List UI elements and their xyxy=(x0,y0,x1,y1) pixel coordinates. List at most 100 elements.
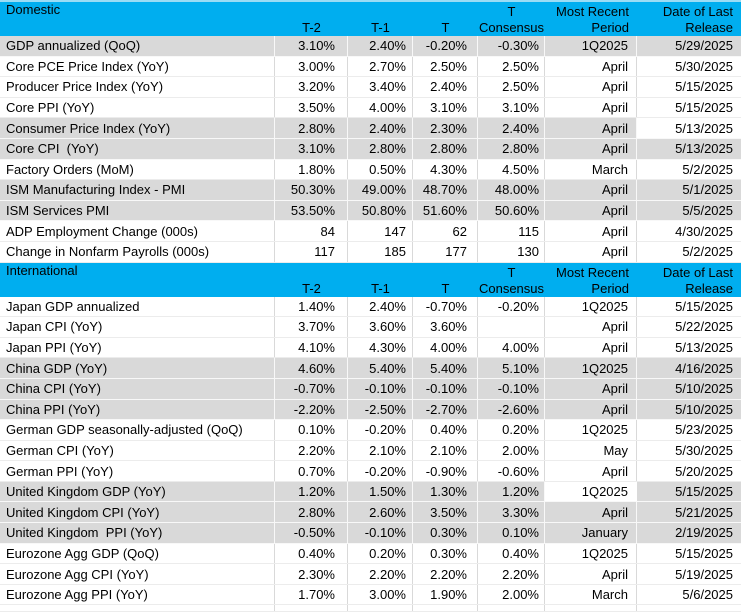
column-header-t[interactable]: T xyxy=(413,263,478,297)
cell-release[interactable]: 5/2/2025 xyxy=(637,242,741,262)
cell-consensus[interactable]: 115 xyxy=(478,221,545,241)
cell-consensus[interactable]: 3.10% xyxy=(478,97,545,118)
cell-consensus[interactable]: 5.10% xyxy=(478,358,545,378)
cell-t2[interactable]: 2.80% xyxy=(275,118,348,138)
cell-consensus[interactable]: 2.80% xyxy=(478,138,545,159)
cell-t[interactable]: 4.30% xyxy=(413,159,478,180)
cell-label[interactable]: Producer Price Index (YoY) xyxy=(0,77,275,97)
cell-label[interactable]: German PPI (YoY) xyxy=(0,461,275,481)
cell-period[interactable]: April xyxy=(545,399,637,420)
cell-t[interactable]: -2.70% xyxy=(413,399,478,420)
cell-period[interactable]: April xyxy=(545,200,637,221)
cell-t2[interactable]: 53.50% xyxy=(275,200,348,221)
cell-label[interactable]: Japan PPI (YoY) xyxy=(0,337,275,358)
cell-t[interactable] xyxy=(413,605,478,611)
cell-release[interactable]: 5/30/2025 xyxy=(637,441,741,461)
column-header-consensus[interactable]: T Consensus xyxy=(478,2,545,36)
cell-label[interactable]: ISM Services PMI xyxy=(0,200,275,221)
cell-t1[interactable]: 3.00% xyxy=(348,584,413,605)
column-header-consensus[interactable]: T Consensus xyxy=(478,263,545,297)
cell-t[interactable]: 3.10% xyxy=(413,97,478,118)
cell-t[interactable]: 2.10% xyxy=(413,440,478,461)
column-header-period[interactable]: Most Recent Period xyxy=(545,2,637,36)
cell-period[interactable]: 1Q2025 xyxy=(545,36,637,56)
cell-consensus[interactable]: -0.30% xyxy=(478,36,545,56)
cell-t2[interactable]: 2.30% xyxy=(275,564,348,584)
cell-release[interactable]: 5/30/2025 xyxy=(637,57,741,77)
cell-t1[interactable] xyxy=(348,605,413,611)
cell-t[interactable]: 2.30% xyxy=(413,118,478,138)
cell-period[interactable]: April xyxy=(545,502,637,523)
cell-period[interactable]: April xyxy=(545,77,637,97)
cell-release[interactable]: 5/10/2025 xyxy=(637,379,741,399)
cell-period[interactable]: March xyxy=(545,159,637,180)
cell-t2[interactable]: 4.60% xyxy=(275,358,348,378)
cell-period[interactable]: April xyxy=(545,97,637,118)
cell-t1[interactable]: -0.20% xyxy=(348,420,413,440)
cell-t[interactable]: 62 xyxy=(413,221,478,241)
column-header-t2[interactable]: T-2 xyxy=(275,2,348,36)
cell-label[interactable]: Consumer Price Index (YoY) xyxy=(0,118,275,138)
cell-label[interactable]: German CPI (YoY) xyxy=(0,440,275,461)
cell-consensus[interactable]: -0.20% xyxy=(478,296,545,317)
cell-release[interactable]: 5/19/2025 xyxy=(637,564,741,584)
cell-label[interactable]: ADP Employment Change (000s) xyxy=(0,221,275,241)
cell-t1[interactable]: 3.60% xyxy=(348,317,413,337)
cell-consensus[interactable]: 3.30% xyxy=(478,502,545,523)
column-header-period[interactable]: Most Recent Period xyxy=(545,263,637,297)
cell-t[interactable]: 3.50% xyxy=(413,502,478,523)
cell-t1[interactable]: -0.20% xyxy=(348,461,413,481)
cell-release[interactable]: 5/13/2025 xyxy=(637,139,741,159)
cell-t2[interactable]: 84 xyxy=(275,221,348,241)
cell-t1[interactable]: 147 xyxy=(348,221,413,241)
cell-t1[interactable]: 2.10% xyxy=(348,440,413,461)
cell-t2[interactable]: 1.40% xyxy=(275,296,348,317)
cell-label[interactable]: Eurozone Agg GDP (QoQ) xyxy=(0,543,275,564)
column-header-release[interactable]: Date of Last Release xyxy=(637,263,741,297)
cell-label[interactable]: Core PPI (YoY) xyxy=(0,97,275,118)
cell-t2[interactable]: 4.10% xyxy=(275,337,348,358)
cell-t2[interactable]: 1.70% xyxy=(275,584,348,605)
column-header-t2[interactable]: T-2 xyxy=(275,263,348,297)
cell-release[interactable]: 5/13/2025 xyxy=(637,338,741,358)
cell-consensus[interactable]: 2.50% xyxy=(478,77,545,97)
cell-t[interactable]: 3.60% xyxy=(413,317,478,337)
cell-consensus[interactable]: 4.00% xyxy=(478,337,545,358)
cell-t[interactable]: -0.90% xyxy=(413,461,478,481)
cell-t2[interactable]: 117 xyxy=(275,241,348,262)
cell-period[interactable]: January xyxy=(545,523,637,543)
cell-release[interactable]: 5/29/2025 xyxy=(637,36,741,56)
cell-t[interactable]: 2.40% xyxy=(413,77,478,97)
cell-label[interactable] xyxy=(0,605,275,611)
cell-label[interactable]: Core CPI (YoY) xyxy=(0,138,275,159)
section-title-cell-international[interactable]: International xyxy=(0,263,275,297)
cell-t1[interactable]: 1.50% xyxy=(348,481,413,502)
cell-t2[interactable]: -2.20% xyxy=(275,399,348,420)
cell-label[interactable]: China GDP (YoY) xyxy=(0,358,275,378)
cell-label[interactable]: Japan CPI (YoY) xyxy=(0,317,275,337)
cell-t1[interactable]: 185 xyxy=(348,241,413,262)
cell-t1[interactable]: -0.10% xyxy=(348,523,413,543)
cell-t1[interactable]: 3.40% xyxy=(348,77,413,97)
cell-period[interactable]: April xyxy=(545,138,637,159)
cell-release[interactable]: 5/2/2025 xyxy=(637,160,741,180)
column-header-t1[interactable]: T-1 xyxy=(348,263,413,297)
cell-release[interactable]: 5/10/2025 xyxy=(637,400,741,420)
cell-t1[interactable]: 5.40% xyxy=(348,358,413,378)
cell-period[interactable]: April xyxy=(545,337,637,358)
cell-t2[interactable] xyxy=(275,605,348,611)
cell-release[interactable]: 5/6/2025 xyxy=(637,585,741,605)
cell-t1[interactable]: 2.40% xyxy=(348,36,413,56)
cell-period[interactable]: April xyxy=(545,564,637,584)
cell-t[interactable]: -0.10% xyxy=(413,378,478,399)
cell-period[interactable]: March xyxy=(545,584,637,605)
cell-consensus[interactable]: 2.20% xyxy=(478,564,545,584)
cell-t[interactable]: 0.40% xyxy=(413,420,478,440)
cell-label[interactable]: Core PCE Price Index (YoY) xyxy=(0,56,275,77)
cell-label[interactable]: Eurozone Agg CPI (YoY) xyxy=(0,564,275,584)
cell-period[interactable]: 1Q2025 xyxy=(545,543,637,564)
cell-release[interactable]: 5/21/2025 xyxy=(637,502,741,522)
cell-t2[interactable]: 3.00% xyxy=(275,56,348,77)
cell-t2[interactable]: -0.70% xyxy=(275,378,348,399)
cell-consensus[interactable]: -2.60% xyxy=(478,399,545,420)
